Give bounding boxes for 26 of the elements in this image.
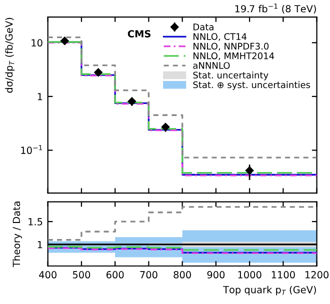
y-tick-label: 10 [32,39,42,47]
x-tick-label: 500 [72,271,90,278]
legend-label: aNNNLO [193,62,230,69]
x-tick-label: 600 [106,271,124,278]
x-tick-label: 1000 [238,271,262,278]
legend-label: Data [194,24,214,30]
annotation: CMS [128,30,150,38]
x-axis-title: Top quark p$_{T}$ (GeV) [223,286,316,296]
legend-label: Stat. uncertainty [193,72,268,80]
legend-label: NNLO, MMHT2014 [194,52,274,60]
y-axis-title: Theory / Data [12,202,22,268]
y-axis-title: dσ/dp$_{T}$ (fb/GeV) [5,18,15,93]
x-tick-label: 1100 [272,271,295,278]
y-tick-label: 1.5 [28,218,42,226]
legend-label: Stat. ⊕ syst. uncertainties [193,81,310,90]
y-tick-label: 10$^{−1}$ [21,145,42,154]
x-tick-label: 900 [207,271,225,278]
y-tick-label: 1 [38,241,42,248]
x-tick-label: 800 [174,271,191,278]
x-tick-label: 400 [39,271,56,278]
text: 19.7 fb$^{−1}$ (8 TeV) [235,4,316,14]
x-tick-label: 700 [140,271,158,278]
x-tick-label: 1200 [305,271,329,278]
y-tick-label: 1 [38,93,42,100]
legend-label: NNLO, NNPDF3.0 [194,42,269,51]
legend-label: NNLO, CT14 [194,33,247,41]
